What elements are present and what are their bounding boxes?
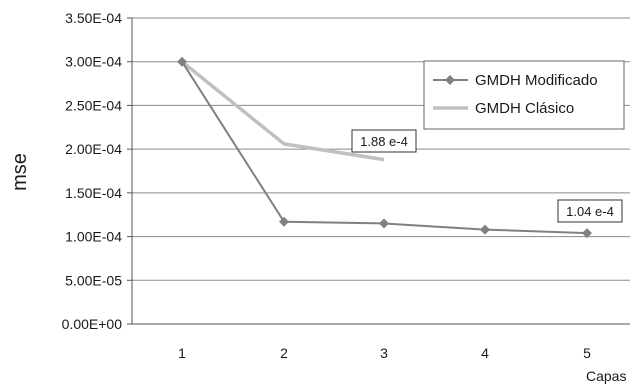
y-tick-label: 3.00E-04	[65, 54, 122, 70]
y-tick-label: 3.50E-04	[65, 10, 122, 26]
legend-box	[423, 60, 625, 130]
legend-label-1: GMDH Modificado	[475, 72, 598, 89]
y-tick-label: 1.00E-04	[65, 229, 122, 245]
y-tick-label: 0.00E+00	[62, 316, 123, 332]
x-axis-title: Capas	[586, 368, 626, 384]
x-tick-label: 1	[178, 345, 186, 361]
x-tick-label: 3	[380, 345, 388, 361]
legend-marker-1	[445, 75, 455, 85]
series-line-2	[180, 60, 385, 162]
annotation-label: 1.04 e-4	[566, 204, 614, 219]
data-point	[279, 216, 289, 227]
legend-label-2: GMDH Clásico	[475, 100, 574, 117]
data-point	[379, 218, 389, 229]
data-point	[177, 56, 187, 67]
y-tick-label: 2.50E-04	[65, 97, 122, 113]
annotation-box	[557, 199, 623, 223]
x-tick-label: 4	[481, 345, 489, 361]
x-tick-label: 2	[280, 345, 288, 361]
y-axis-title: mse	[9, 153, 31, 191]
y-tick-label: 5.00E-05	[65, 272, 122, 288]
y-tick-label: 2.00E-04	[65, 141, 122, 157]
data-point	[480, 224, 490, 235]
x-tick-label: 5	[583, 345, 591, 361]
annotation-label: 1.88 e-4	[360, 134, 408, 149]
y-tick-label: 1.50E-04	[65, 185, 122, 201]
annotation-box	[351, 129, 417, 153]
data-point	[582, 228, 592, 239]
